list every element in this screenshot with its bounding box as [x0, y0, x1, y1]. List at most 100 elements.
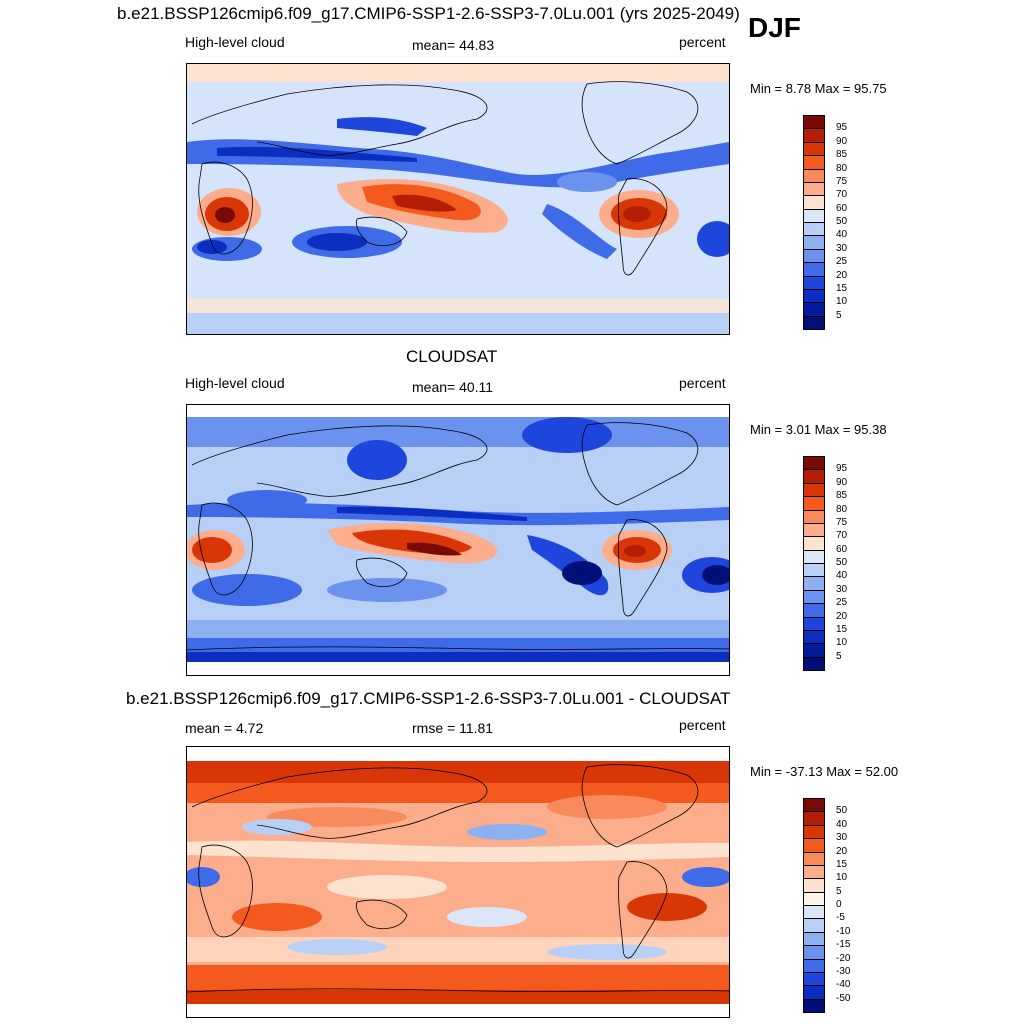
colorbar-tick-label: 50	[836, 557, 848, 568]
colorbar-swatch	[803, 195, 825, 210]
panel-3-rmse-label: rmse = 11.81	[412, 720, 494, 736]
colorbar-swatch	[803, 656, 825, 671]
colorbar-swatch	[803, 998, 825, 1013]
panel-1-variable-label: High-level cloud	[185, 34, 285, 50]
panel-2-mean-label: mean= 40.11	[412, 379, 494, 395]
colorbar-tick-label: 15	[836, 858, 848, 870]
colorbar-tick-label: 20	[836, 269, 848, 281]
colorbar-swatch	[803, 603, 825, 618]
colorbar-swatch	[803, 208, 825, 223]
colorbar-tick-label: 15	[836, 282, 848, 294]
colorbar-tick-label: -5	[836, 912, 845, 924]
colorbar-tick-label: 25	[836, 597, 848, 609]
colorbar-tick-label: 10	[836, 872, 848, 884]
colorbar-tick-label: 25	[836, 256, 848, 268]
colorbar-tick-label: 5	[836, 650, 842, 662]
colorbar-swatch	[803, 141, 825, 157]
colorbar-tick-label: 30	[836, 583, 848, 595]
colorbar-tick-label: 90	[836, 135, 848, 147]
panel-3-minmax: Min = -37.13 Max = 52.00	[750, 764, 899, 779]
colorbar-tick-label: 60	[836, 202, 848, 214]
colorbar-tick-label: 20	[836, 845, 848, 857]
colorbar-tick-label: 50	[836, 216, 848, 227]
colorbar-tick-label: 70	[836, 189, 848, 201]
colorbar-swatch	[803, 985, 825, 1000]
colorbar-tick-label: 5	[836, 885, 842, 897]
colorbar-swatch	[803, 302, 825, 317]
panel-1-units-label: percent	[679, 34, 726, 50]
colorbar-swatch	[803, 222, 825, 237]
colorbar-swatch	[803, 563, 825, 578]
colorbar-swatch	[803, 549, 825, 564]
colorbar-tick-label: 85	[836, 490, 848, 502]
colorbar-swatch	[803, 536, 825, 551]
colorbar-tick-label: 20	[836, 610, 848, 622]
panel-2-variable-label: High-level cloud	[185, 375, 285, 391]
colorbar-tick-label: 10	[836, 637, 848, 649]
panel-3-map	[186, 746, 730, 1018]
colorbar-swatch	[803, 864, 825, 880]
colorbar-tick-label: -10	[836, 925, 851, 937]
colorbar-tick-label: 80	[836, 503, 848, 515]
colorbar-tick-label: -20	[836, 952, 851, 964]
panel-3-mean-label: mean = 4.72	[185, 720, 264, 736]
colorbar-tick-label: 0	[836, 899, 842, 910]
colorbar-swatch	[803, 235, 825, 250]
season-label: DJF	[748, 12, 801, 43]
colorbar-tick-label: -30	[836, 965, 851, 977]
colorbar-tick-label: 50	[836, 805, 848, 817]
colorbar-swatch	[803, 155, 825, 170]
colorbar-swatch	[803, 905, 825, 920]
panel-2-map	[186, 404, 730, 676]
colorbar-tick-label: 30	[836, 832, 848, 844]
colorbar-swatch	[803, 878, 825, 893]
colorbar-tick-label: 10	[836, 296, 848, 308]
panel-1-colorbar: 95 90 85 80 75 70 60 50 40 30 25 20 15 10 5	[803, 115, 883, 330]
colorbar-tick-label: 40	[836, 818, 848, 830]
panel-2-title: CLOUDSAT	[406, 347, 498, 366]
colorbar-tick-label: 60	[836, 543, 848, 555]
colorbar-swatch	[803, 616, 825, 631]
colorbar-swatch	[803, 918, 825, 933]
colorbar-tick-label: 95	[836, 122, 848, 134]
colorbar-swatch	[803, 469, 825, 484]
colorbar-swatch	[803, 629, 825, 645]
colorbar-tick-label: 40	[836, 570, 848, 582]
colorbar-swatch	[803, 576, 825, 591]
colorbar-swatch	[803, 275, 825, 290]
colorbar-swatch	[803, 248, 825, 264]
colorbar-tick-label: 80	[836, 162, 848, 174]
colorbar-swatch	[803, 128, 825, 143]
colorbar-tick-label: 40	[836, 229, 848, 241]
colorbar-swatch	[803, 315, 825, 330]
colorbar-tick-label: 95	[836, 463, 848, 475]
colorbar-swatch	[803, 589, 825, 605]
colorbar-tick-label: 85	[836, 149, 848, 161]
colorbar-tick-label: 75	[836, 516, 848, 528]
colorbar-swatch	[803, 482, 825, 498]
colorbar-swatch	[803, 262, 825, 277]
colorbar-swatch	[803, 971, 825, 987]
colorbar-swatch	[803, 288, 825, 304]
colorbar-swatch	[803, 181, 825, 197]
colorbar-swatch	[803, 958, 825, 973]
colorbar-tick-label: -50	[836, 992, 851, 1004]
colorbar-tick-label: 70	[836, 530, 848, 542]
colorbar-swatch	[803, 522, 825, 538]
colorbar-tick-label: 5	[836, 309, 842, 321]
colorbar-tick-label: -15	[836, 939, 851, 951]
panel-3-units-label: percent	[679, 717, 726, 733]
colorbar-swatch	[803, 168, 825, 183]
colorbar-swatch	[803, 115, 825, 130]
colorbar-swatch	[803, 798, 825, 813]
colorbar-swatch	[803, 496, 825, 511]
colorbar-tick-label: 30	[836, 242, 848, 254]
colorbar-swatch	[803, 931, 825, 947]
colorbar-swatch	[803, 811, 825, 826]
colorbar-swatch	[803, 838, 825, 853]
panel-2-units-label: percent	[679, 375, 726, 391]
colorbar-tick-label: -40	[836, 979, 851, 991]
colorbar-swatch	[803, 456, 825, 471]
colorbar-swatch	[803, 509, 825, 524]
panel-2-colorbar: 95 90 85 80 75 70 60 50 40 30 25 20 15 10 5	[803, 456, 883, 671]
